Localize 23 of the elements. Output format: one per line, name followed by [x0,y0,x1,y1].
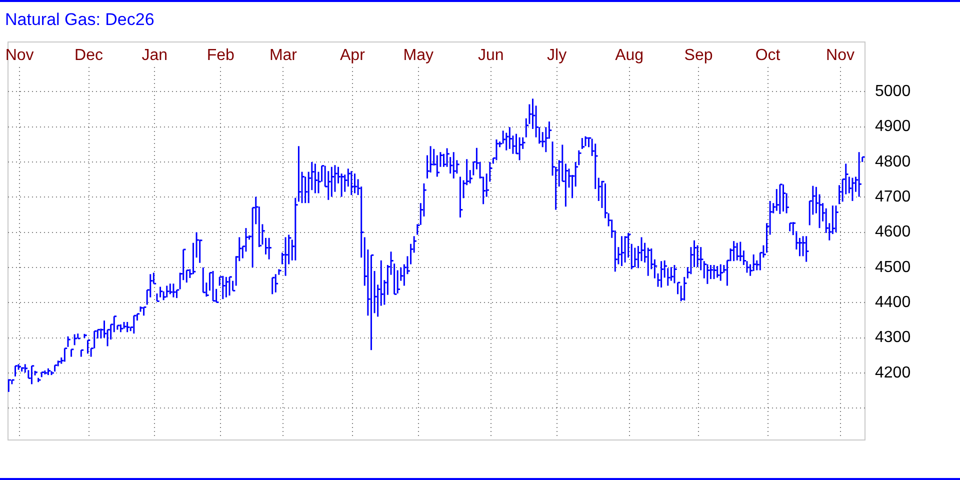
x-tick-label: Oct [755,46,781,64]
x-tick-label: Apr [340,46,366,64]
y-tick-label: 4600 [875,224,911,241]
x-tick-label: Dec [74,46,103,64]
chart-title: Natural Gas: Dec26 [5,10,154,30]
y-tick-label: 4400 [875,294,911,312]
y-tick-label: 4200 [875,364,911,382]
x-tick-label: May [403,46,434,64]
y-tick-label: 4500 [875,258,911,276]
x-tick-label: Jun [478,46,504,64]
y-tick-label: 4800 [875,153,911,170]
y-tick-label: 4900 [875,118,911,136]
x-tick-label: Jan [142,46,168,64]
y-tick-label: 4300 [875,329,911,346]
x-tick-label: Aug [615,46,644,64]
y-tick-label: 4700 [875,188,911,206]
x-tick-label: Mar [269,46,298,64]
y-tick-label: 5000 [875,83,911,100]
x-tick-label: Feb [206,46,234,64]
x-tick-label: Jly [547,46,567,64]
x-tick-label: Nov [826,46,855,64]
x-tick-label: Sep [684,46,713,64]
x-tick-label: Nov [5,46,34,64]
